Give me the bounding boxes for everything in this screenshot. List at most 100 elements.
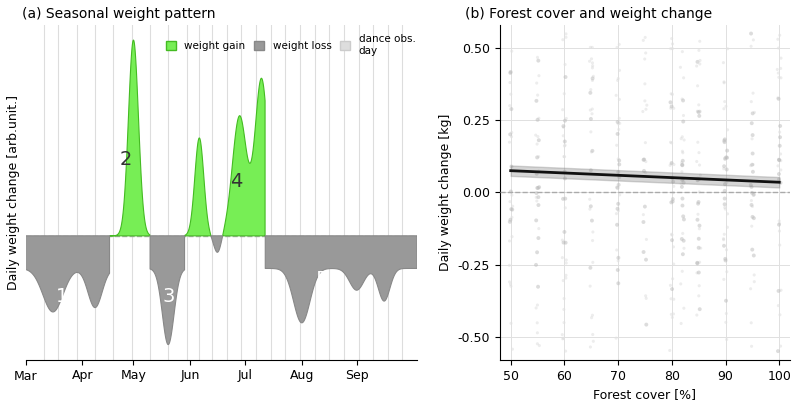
Point <box>676 157 689 164</box>
Point <box>747 252 760 259</box>
Point <box>678 75 690 81</box>
Point <box>772 95 785 102</box>
Point <box>774 65 787 72</box>
Point <box>746 162 758 168</box>
Point <box>506 203 519 209</box>
Point <box>692 293 705 299</box>
Point <box>691 259 704 266</box>
Point <box>506 206 518 213</box>
Point <box>530 198 543 204</box>
Point <box>585 55 598 62</box>
Point <box>664 99 677 106</box>
Point <box>666 286 678 292</box>
Point <box>666 103 678 110</box>
Point <box>585 203 598 210</box>
Y-axis label: Daily weight change [arb.unit.]: Daily weight change [arb.unit.] <box>7 95 20 290</box>
Point <box>532 153 545 160</box>
Point <box>533 137 546 144</box>
Point <box>693 149 706 156</box>
Point <box>506 346 519 353</box>
Point <box>503 102 516 109</box>
Point <box>667 161 680 168</box>
Point <box>559 31 572 37</box>
Point <box>675 159 688 166</box>
Point <box>557 36 570 43</box>
Point <box>721 147 734 154</box>
Point <box>559 34 572 40</box>
Point <box>691 139 704 146</box>
Point <box>503 262 516 268</box>
Point <box>639 256 652 263</box>
Point <box>718 231 730 237</box>
Point <box>530 98 543 104</box>
Point <box>556 255 569 261</box>
Point <box>503 279 516 285</box>
Point <box>664 139 677 146</box>
Point <box>558 153 570 160</box>
Point <box>664 282 677 288</box>
Point <box>610 184 623 191</box>
Point <box>558 306 570 313</box>
Point <box>637 219 650 225</box>
Point <box>774 242 786 248</box>
Point <box>530 141 543 147</box>
Point <box>774 142 786 149</box>
Point <box>531 117 544 123</box>
Point <box>692 102 705 108</box>
Point <box>664 45 677 52</box>
Point <box>587 338 600 345</box>
Point <box>691 217 704 223</box>
Point <box>678 237 690 244</box>
Point <box>637 249 650 255</box>
Point <box>559 195 572 202</box>
Point <box>613 157 626 164</box>
Point <box>506 233 518 240</box>
Point <box>610 247 623 253</box>
Point <box>505 163 518 170</box>
Point <box>746 150 759 157</box>
Point <box>771 36 784 42</box>
Point <box>667 183 680 190</box>
Point <box>506 48 518 55</box>
Point <box>505 106 518 112</box>
Point <box>612 126 625 133</box>
Point <box>666 41 679 47</box>
Point <box>717 60 730 66</box>
Point <box>691 59 704 65</box>
Point <box>612 120 625 127</box>
Point <box>678 180 690 186</box>
Point <box>667 261 680 267</box>
Point <box>691 82 704 89</box>
Point <box>677 118 690 125</box>
Point <box>666 232 678 238</box>
Point <box>610 222 623 228</box>
Point <box>638 81 651 87</box>
Point <box>584 264 597 271</box>
Point <box>718 195 731 202</box>
Point <box>560 115 573 122</box>
Point <box>613 41 626 48</box>
Point <box>676 148 689 155</box>
Point <box>584 107 597 113</box>
Point <box>666 275 679 282</box>
Point <box>585 129 598 135</box>
Point <box>774 167 787 173</box>
Point <box>675 169 688 175</box>
Point <box>586 106 598 112</box>
Point <box>611 131 624 137</box>
Point <box>532 235 545 241</box>
Point <box>774 312 786 318</box>
Point <box>612 169 625 175</box>
Point <box>637 211 650 218</box>
Point <box>667 296 680 302</box>
Point <box>532 194 545 200</box>
Point <box>690 270 703 276</box>
Point <box>610 92 622 99</box>
Legend: weight gain, weight loss, dance obs.
day: weight gain, weight loss, dance obs. day <box>162 30 420 60</box>
Point <box>746 135 758 142</box>
Point <box>639 158 652 165</box>
Point <box>614 192 626 198</box>
Point <box>530 80 543 86</box>
Point <box>691 177 704 184</box>
Point <box>613 174 626 180</box>
